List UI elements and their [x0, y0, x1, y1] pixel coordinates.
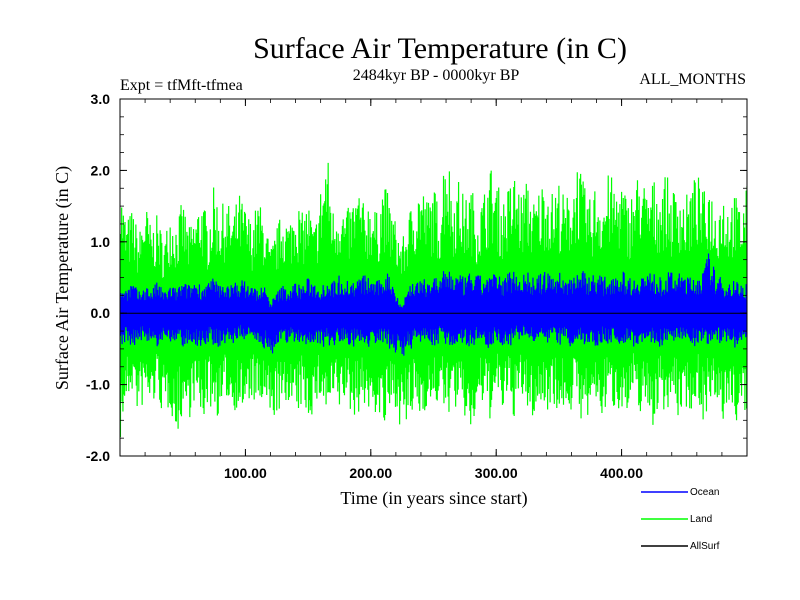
y-tick-label: 2.0 [91, 162, 111, 178]
chart-subtitle: 2484kyr BP - 0000kyr BP [353, 67, 520, 84]
legend-label-land: Land [690, 514, 712, 525]
y-tick-label: 0.0 [91, 305, 111, 321]
x-tick-label: 300.00 [475, 465, 518, 481]
legend: Ocean Land AllSurf [641, 487, 720, 552]
plot-area [120, 162, 747, 438]
months-label: ALL_MONTHS [639, 71, 746, 88]
y-tick-label: 3.0 [91, 91, 111, 107]
y-tick-label: 1.0 [91, 234, 111, 250]
x-axis: 100.00 200.00 300.00 400.00 [144, 99, 723, 481]
legend-label-ocean: Ocean [690, 487, 719, 498]
y-axis: -2.0 -1.0 0.0 1.0 2.0 3.0 [86, 91, 747, 464]
legend-label-allsurf: AllSurf [690, 541, 720, 552]
series-ocean-line [120, 253, 747, 356]
x-axis-label: Time (in years since start) [340, 488, 527, 509]
experiment-label: Expt = tfMft-tfmea [120, 77, 243, 94]
series-land-line [120, 162, 747, 438]
x-tick-label: 200.00 [349, 465, 392, 481]
x-tick-label: 400.00 [600, 465, 643, 481]
chart-title: Surface Air Temperature (in C) [253, 32, 627, 65]
x-tick-label: 100.00 [224, 465, 267, 481]
y-axis-label: Surface Air Temperature (in C) [52, 166, 73, 390]
y-tick-label: -2.0 [86, 448, 110, 464]
y-tick-label: -1.0 [86, 377, 110, 393]
